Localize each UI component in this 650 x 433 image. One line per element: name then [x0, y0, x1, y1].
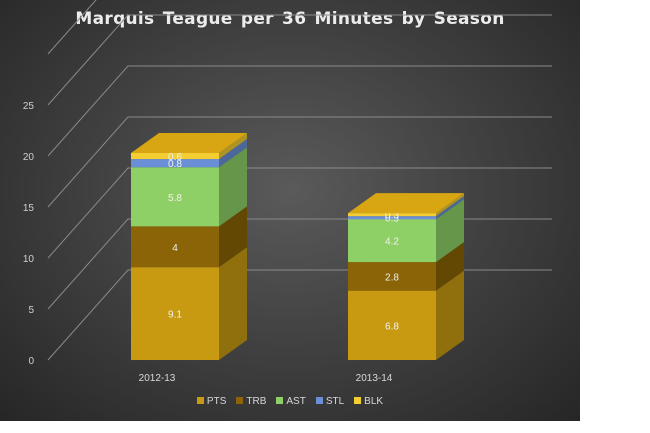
bar-blk-side — [219, 132, 247, 160]
legend-label: BLK — [364, 396, 384, 407]
bar-top — [131, 132, 247, 153]
gridline — [47, 269, 552, 361]
bar-ast-side — [219, 147, 247, 227]
data-label-ast: 5.8 — [168, 193, 182, 204]
gridline — [47, 218, 552, 310]
bar-stl-front — [348, 216, 436, 220]
legend-swatch — [315, 396, 323, 404]
y-tick-label: 0 — [28, 356, 34, 367]
legend-label: PTS — [206, 396, 227, 407]
bar-top — [348, 193, 464, 214]
x-tick-label: 2012-13 — [139, 373, 176, 384]
data-label-ast: 4.2 — [385, 237, 399, 248]
legend-item-blk: BLK — [354, 396, 383, 407]
legend-item-ast: AST — [276, 396, 306, 407]
bar-pts-front — [348, 290, 436, 360]
legend-label: TRB — [246, 396, 267, 407]
bar-blk-front — [131, 152, 219, 160]
legend-label: AST — [286, 396, 306, 407]
bar-trb-side — [436, 242, 464, 291]
bar-pts-side — [219, 247, 247, 360]
data-label-trb: 4 — [172, 243, 178, 254]
bar-ast-side — [436, 199, 464, 263]
bar-pts-front — [131, 267, 219, 360]
bar-trb-side — [219, 206, 247, 268]
bar-blk-side — [436, 193, 464, 217]
bar-ast-front — [131, 167, 219, 227]
bar-blk-front — [348, 213, 436, 217]
y-tick-label: 5 — [28, 305, 34, 316]
plot-area: 0 5 10 15 20 25 9.1 4 5.8 0.80.6 2012-13 6.8 2.8 4.2 0… — [23, 0, 552, 384]
legend-item-pts: PTS — [196, 396, 227, 407]
y-tick-label: 10 — [23, 254, 35, 265]
legend-swatch — [354, 396, 362, 404]
data-label-stl: 0.3 — [385, 214, 399, 225]
legend-item-stl: STL — [315, 396, 345, 407]
data-label-blk: 0.6 — [168, 152, 182, 163]
data-label-stl: 0.8 — [168, 159, 182, 170]
chart-area: Marquis Teague per 36 Minutes by Season … — [0, 0, 580, 421]
chart-title: Marquis Teague per 36 Minutes by Season — [75, 9, 505, 29]
legend-swatch — [236, 396, 244, 404]
gridline — [47, 65, 552, 157]
data-label-pts: 9.1 — [168, 310, 182, 321]
legend-swatch — [276, 396, 284, 404]
legend: PTS TRB AST STL BLK — [0, 396, 580, 407]
bar-trb-front — [348, 262, 436, 291]
legend-label: STL — [325, 396, 345, 407]
data-label-pts: 6.8 — [385, 321, 399, 332]
gridline — [47, 167, 552, 259]
gridline — [47, 116, 552, 208]
bar-stl-side — [436, 196, 464, 220]
bar-stl-front — [131, 159, 219, 168]
y-tick-label: 15 — [23, 203, 35, 214]
y-tick-label: 20 — [23, 152, 35, 163]
y-tick-label: 25 — [23, 101, 35, 112]
x-tick-label: 2013-14 — [356, 373, 393, 384]
bar-stl-side — [219, 139, 247, 168]
data-label-trb: 2.8 — [385, 272, 399, 283]
bar-pts-side — [436, 270, 464, 360]
legend-swatch — [196, 396, 204, 404]
bar-trb-front — [131, 226, 219, 268]
bar-ast-front — [348, 219, 436, 263]
legend-item-trb: TRB — [236, 396, 266, 407]
gridline — [47, 0, 97, 55]
data-label-blk: 0.3 — [385, 211, 399, 222]
gridline — [47, 14, 552, 106]
